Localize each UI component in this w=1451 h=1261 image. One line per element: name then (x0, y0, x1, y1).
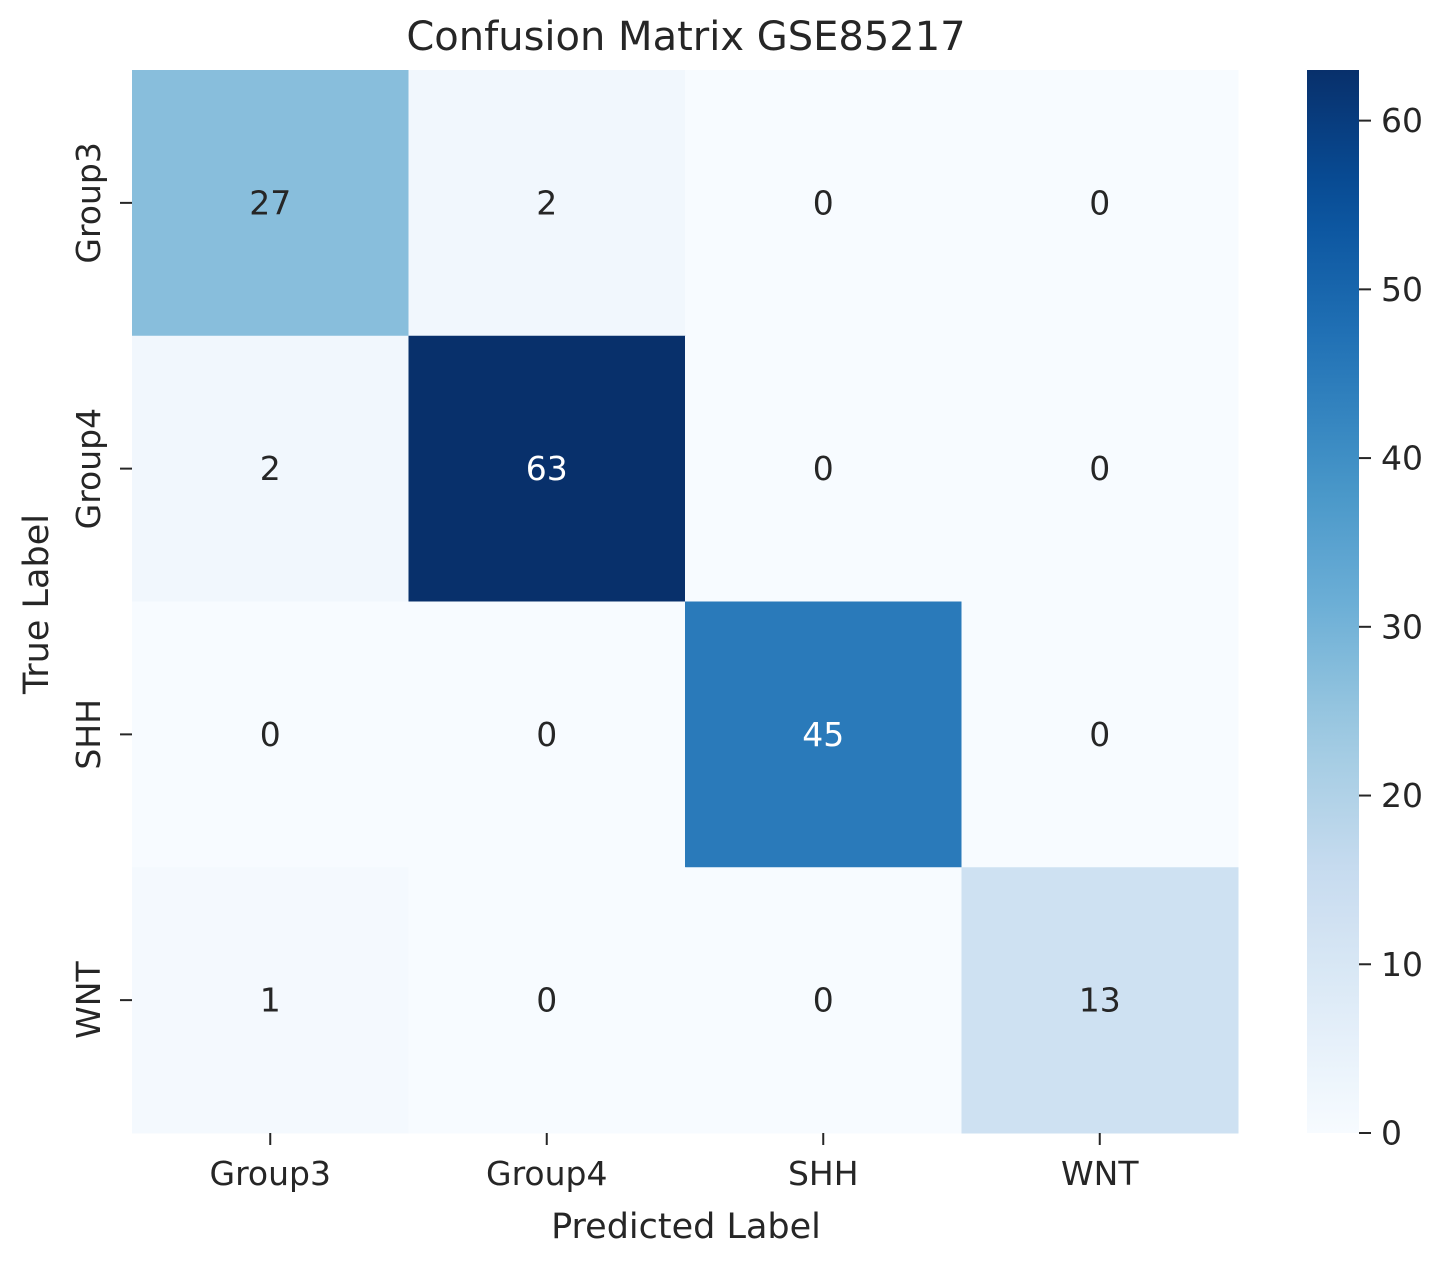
heatmap-cell (408, 335, 686, 602)
cell-value-label: 0 (813, 449, 834, 488)
x-tick-label: Group4 (486, 1154, 607, 1193)
colorbar-tick-label: 40 (1381, 439, 1423, 478)
heatmap-cell (685, 335, 962, 602)
heatmap-cell (132, 601, 409, 868)
cell-value-label: 0 (1089, 449, 1110, 488)
cell-value-label: 0 (1089, 715, 1110, 754)
cell-value-label: 0 (536, 981, 557, 1020)
heatmap-cell (961, 70, 1239, 337)
heatmap-cell (132, 70, 409, 337)
cell-value-label: 0 (260, 715, 281, 754)
heatmap-cell (408, 601, 686, 868)
y-tick-label: Group3 (69, 142, 108, 263)
x-tick-label: Group3 (210, 1154, 331, 1193)
colorbar-tick-label: 60 (1381, 101, 1423, 140)
y-tick-label: SHH (69, 699, 108, 770)
cell-value-label: 13 (1079, 981, 1121, 1020)
x-axis-label: Predicted Label (551, 1207, 821, 1247)
heatmap-cell (132, 867, 409, 1134)
heatmap-cell (961, 601, 1239, 868)
chart-title: Confusion Matrix GSE85217 (406, 14, 965, 60)
cell-value-label: 2 (260, 449, 281, 488)
y-axis: Group3 Group4 SHH WNT (69, 142, 132, 1039)
y-tick-label: WNT (69, 961, 108, 1039)
cell-value-label: 2 (536, 183, 557, 222)
heatmap-cell (685, 70, 962, 337)
cell-value-label: 0 (1089, 183, 1110, 222)
cell-value-label: 1 (260, 981, 281, 1020)
heatmap-cell (408, 70, 686, 337)
colorbar-tick-label: 10 (1381, 945, 1423, 984)
cell-value-label: 0 (813, 981, 834, 1020)
heatmap-cell (961, 867, 1239, 1134)
heatmap-cell (408, 867, 686, 1134)
cell-value-label: 45 (802, 715, 844, 754)
colorbar-tick-label: 0 (1381, 1114, 1402, 1153)
y-axis-label: True Label (17, 514, 57, 695)
y-tick-label: Group4 (69, 408, 108, 529)
colorbar-tick-label: 20 (1381, 776, 1423, 815)
cell-value-label: 0 (536, 715, 557, 754)
x-axis: Group3 Group4 SHH WNT (210, 1133, 1139, 1193)
cell-value-label: 0 (813, 183, 834, 222)
cell-value-label: 63 (526, 449, 568, 488)
heatmap-cell (685, 867, 962, 1134)
heatmap-annotations: 27 2 0 0 2 63 0 0 0 0 45 0 1 0 0 13 (249, 183, 1121, 1019)
colorbar-ticks: 0 10 20 30 40 50 60 (1359, 101, 1423, 1153)
x-tick-label: WNT (1061, 1154, 1139, 1193)
colorbar-tick-label: 50 (1381, 270, 1423, 309)
cell-value-label: 27 (249, 183, 291, 222)
heatmap-cell (132, 335, 409, 602)
x-tick-label: SHH (788, 1154, 859, 1193)
colorbar-tick-label: 30 (1381, 607, 1423, 646)
colorbar (1307, 70, 1359, 1133)
heatmap-cell (961, 335, 1239, 602)
heatmap-cell (685, 601, 962, 868)
heatmap-cells (132, 70, 1239, 1134)
